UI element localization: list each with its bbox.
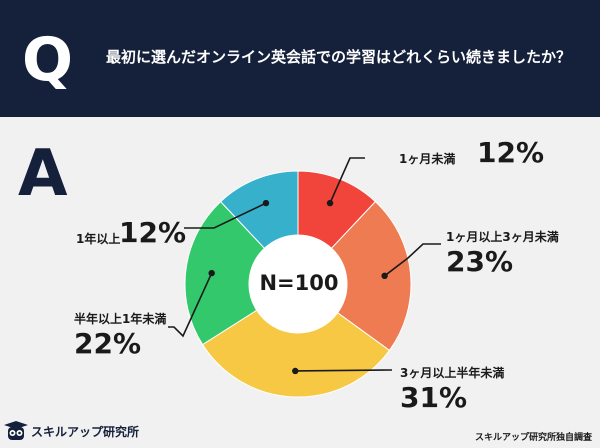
leader-line-over-1-year <box>184 202 267 229</box>
leader-line-1-to-3-months <box>384 243 441 277</box>
leader-dot-6-to-12-months <box>208 269 215 277</box>
label-6-to-12-months: 半年以上1年未満 22% <box>74 308 166 359</box>
category-name: 1年以上 <box>76 232 121 246</box>
leader-dot-less-than-1-month <box>326 199 334 207</box>
percent-value: 22% <box>74 327 142 360</box>
question-mark-letter: Q <box>22 25 74 95</box>
slice-6-to-12-months <box>184 200 266 346</box>
brand-name: スキルアップ研究所 <box>31 424 140 439</box>
leader-line-less-than-1-month <box>329 157 365 204</box>
percent-value: 12% <box>477 136 545 169</box>
label-1-to-3-months: 1ヶ月以上3ヶ月未満 23% <box>446 226 559 277</box>
percent-value: 23% <box>446 245 514 278</box>
brand-logo: スキルアップ研究所 <box>4 421 139 441</box>
header-banner: Q 最初に選んだオンライン英会話での学習はどれくらい続きましたか？ <box>0 0 600 117</box>
source-note: スキルアップ研究所独自調査 <box>474 433 592 443</box>
leader-dot-1-to-3-months <box>381 272 388 280</box>
owl-graduate-icon <box>4 421 28 440</box>
leader-line-3-to-6-months <box>295 369 393 372</box>
question-text: 最初に選んだオンライン英会話での学習はどれくらい続きましたか？ <box>106 48 572 66</box>
category-name: 1ヶ月以上3ヶ月未満 <box>446 230 559 244</box>
category-name: 半年以上1年未満 <box>74 312 167 326</box>
leader-line-6-to-12-months <box>168 272 213 338</box>
leader-dot-over-1-year <box>262 199 270 207</box>
label-3-to-6-months: 3ヶ月以上半年未満 31% <box>400 362 504 413</box>
leader-dot-3-to-6-months <box>292 367 299 375</box>
answer-mark-letter: A <box>18 137 68 211</box>
percent-value: 12% <box>119 216 187 249</box>
category-name: 3ヶ月以上半年未満 <box>400 366 505 380</box>
percent-value: 31% <box>400 381 468 414</box>
sample-size-label: N=100 <box>259 271 339 295</box>
donut-hole <box>249 235 347 333</box>
category-name: 1ヶ月未満 <box>399 152 456 166</box>
